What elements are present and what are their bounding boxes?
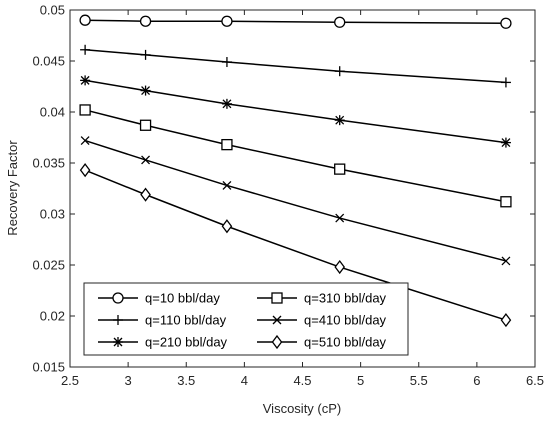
asterisk-marker-b <box>222 99 232 109</box>
asterisk-marker-b <box>80 75 90 85</box>
y-tick-label: 0.015 <box>32 360 65 375</box>
legend-box <box>83 282 409 356</box>
diamond-marker-shape <box>140 187 151 202</box>
y-tick-label: 0.05 <box>40 3 65 18</box>
data-point-asterisk-marker <box>334 115 345 126</box>
square-marker-shape <box>139 119 152 131</box>
legend-label: q=510 bbl/day <box>304 335 387 350</box>
data-point-plus-marker <box>80 44 91 55</box>
square-marker-shape <box>500 196 512 208</box>
x-tick-label: 4 <box>241 373 248 388</box>
x-tick-label: 6 <box>473 373 480 388</box>
circle-marker-shape <box>112 292 124 304</box>
y-tick-label: 0.045 <box>32 54 65 69</box>
diamond-marker-shape <box>271 334 283 350</box>
legend-plus-marker <box>113 315 123 325</box>
data-point-x-marker <box>80 136 90 146</box>
data-point-square-marker <box>139 119 152 131</box>
data-point-diamond-marker <box>140 187 151 202</box>
asterisk-marker-b <box>113 337 123 347</box>
asterisk-marker-b <box>501 138 511 148</box>
data-point-plus-marker <box>500 77 511 88</box>
data-point-square-marker <box>79 104 91 116</box>
square-marker-shape <box>271 292 283 304</box>
x-tick-label: 5.5 <box>410 373 428 388</box>
data-point-asterisk-marker <box>140 85 151 96</box>
data-point-diamond-marker <box>334 259 346 275</box>
x-marker-b <box>222 180 232 190</box>
x-marker-b <box>335 213 345 223</box>
data-point-square-marker <box>500 196 512 208</box>
data-point-square-marker <box>334 163 346 175</box>
circle-marker-shape <box>334 16 346 28</box>
x-axis-title: Viscosity (cP) <box>263 401 342 416</box>
legend-circle-marker <box>112 292 124 304</box>
diamond-marker-shape <box>500 312 512 328</box>
data-point-plus-marker <box>140 49 151 60</box>
y-tick-label: 0.02 <box>40 309 65 324</box>
data-point-circle-marker <box>79 14 91 26</box>
legend: q=10 bbl/day q=310 bbl/day q=110 bbl/day q=… <box>83 282 409 356</box>
y-tick-label: 0.025 <box>32 258 65 273</box>
data-point-circle-marker <box>221 15 233 27</box>
legend-label: q=210 bbl/day <box>145 335 228 350</box>
circle-marker-shape <box>139 15 152 27</box>
data-point-circle-marker <box>334 16 346 28</box>
x-marker-b <box>141 155 151 165</box>
data-point-circle-marker <box>139 15 152 27</box>
legend-square-marker <box>271 292 283 304</box>
diamond-marker-shape <box>79 163 91 178</box>
data-point-asterisk-marker <box>221 98 232 109</box>
axis-ticks: 2.5 3 3.5 4 4.5 5 5.5 6 6.5 0.015 0.02 0.025 0.03 0.0… <box>32 3 544 389</box>
diamond-marker-shape <box>334 259 346 275</box>
data-point-x-marker <box>501 256 511 266</box>
legend-label: q=310 bbl/day <box>304 291 387 306</box>
data-point-circle-marker <box>500 17 512 29</box>
data-point-diamond-marker <box>500 312 512 328</box>
data-point-square-marker <box>221 138 233 151</box>
data-point-plus-marker <box>221 57 232 68</box>
data-point-x-marker <box>222 180 232 190</box>
square-marker-shape <box>79 104 91 116</box>
legend-diamond-marker <box>271 334 283 350</box>
legend-x-marker <box>272 315 282 325</box>
legend-label: q=410 bbl/day <box>304 313 387 328</box>
data-point-plus-marker <box>334 66 345 77</box>
x-tick-label: 3 <box>125 373 132 388</box>
y-tick-label: 0.04 <box>40 105 65 120</box>
x-tick-label: 5 <box>357 373 364 388</box>
x-tick-label: 2.5 <box>61 373 79 388</box>
square-marker-shape <box>221 138 233 151</box>
x-tick-label: 6.5 <box>526 373 544 388</box>
square-marker-shape <box>334 163 346 175</box>
data-point-asterisk-marker <box>500 137 511 148</box>
circle-marker-shape <box>500 17 512 29</box>
x-marker-b <box>80 136 90 146</box>
data-point-diamond-marker <box>221 219 233 234</box>
legend-label: q=10 bbl/day <box>145 291 220 306</box>
asterisk-marker-b <box>335 115 345 125</box>
data-point-x-marker <box>335 213 345 223</box>
diamond-marker-shape <box>221 219 233 234</box>
x-marker-b <box>272 315 282 325</box>
legend-asterisk-marker <box>113 337 123 347</box>
y-axis-title: Recovery Factor <box>5 140 20 236</box>
asterisk-marker-b <box>141 86 151 96</box>
circle-marker-shape <box>79 14 91 26</box>
data-point-x-marker <box>141 155 151 165</box>
data-point-diamond-marker <box>79 163 91 178</box>
x-tick-label: 3.5 <box>177 373 195 388</box>
legend-label: q=110 bbl/day <box>145 313 227 328</box>
data-point-asterisk-marker <box>80 75 91 86</box>
x-tick-label: 4.5 <box>293 373 311 388</box>
x-marker-b <box>501 256 511 266</box>
y-tick-label: 0.035 <box>32 156 65 171</box>
series-markers <box>79 14 512 328</box>
y-tick-label: 0.03 <box>40 207 65 222</box>
circle-marker-shape <box>221 15 233 27</box>
